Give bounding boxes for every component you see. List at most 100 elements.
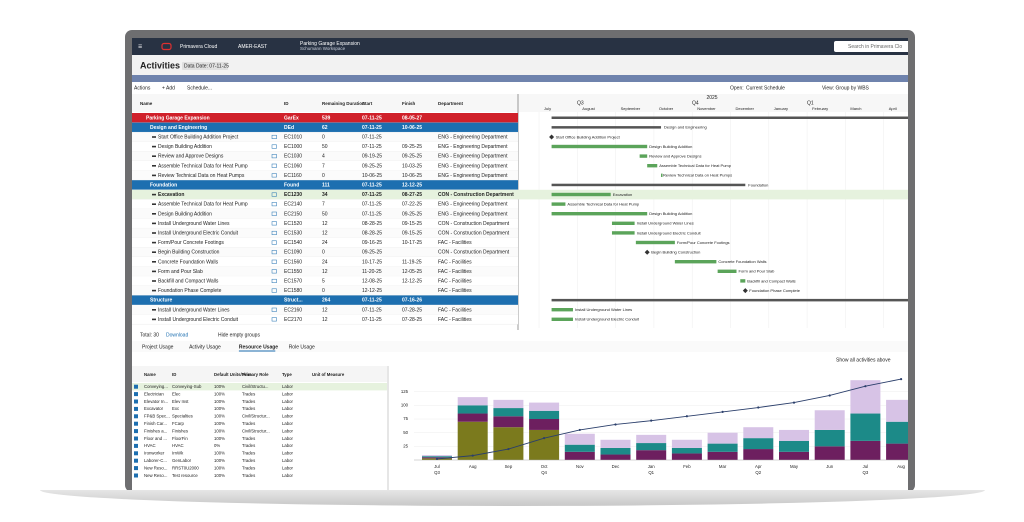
gantt-bar[interactable] xyxy=(551,192,611,197)
table-row[interactable] xyxy=(132,180,518,190)
gantt-bar[interactable] xyxy=(717,269,737,273)
view-select[interactable]: View: Group by WBS xyxy=(822,85,870,91)
gantt-bar[interactable] xyxy=(551,212,648,216)
checkbox[interactable] xyxy=(134,384,138,389)
comment-icon[interactable] xyxy=(271,230,277,235)
table-row[interactable] xyxy=(132,295,518,305)
checkbox[interactable] xyxy=(134,392,138,397)
comment-icon[interactable] xyxy=(271,192,277,197)
comment-icon[interactable] xyxy=(271,163,277,168)
project-name[interactable]: Parking Garage Expansion xyxy=(300,41,360,47)
open-value[interactable]: Current Schedule xyxy=(746,85,785,91)
comment-icon[interactable] xyxy=(271,317,277,322)
table-row[interactable] xyxy=(132,247,518,257)
checkbox[interactable] xyxy=(134,414,138,419)
comment-icon[interactable] xyxy=(271,278,277,283)
resource-column-header[interactable]: Primary Role xyxy=(242,372,269,377)
gantt-bar[interactable] xyxy=(551,202,566,206)
comment-icon[interactable] xyxy=(271,250,277,255)
table-row[interactable] xyxy=(132,141,518,152)
table-row[interactable] xyxy=(132,161,518,171)
gantt-bar[interactable] xyxy=(639,154,648,158)
resource-column-header[interactable]: Type xyxy=(282,372,292,377)
gantt-bar[interactable] xyxy=(647,164,658,168)
checkbox[interactable] xyxy=(134,429,138,434)
menu-icon[interactable]: ≡ xyxy=(138,43,142,50)
table-row[interactable] xyxy=(132,122,518,133)
comment-icon[interactable] xyxy=(271,307,277,312)
gantt-bar[interactable] xyxy=(661,173,663,177)
table-row[interactable] xyxy=(132,305,518,315)
checkbox[interactable] xyxy=(134,451,138,456)
column-header[interactable]: Start xyxy=(362,101,373,106)
gantt-bar[interactable] xyxy=(611,221,635,225)
gantt-bar[interactable] xyxy=(635,240,675,245)
column-header[interactable]: Name xyxy=(140,101,153,106)
checkbox[interactable] xyxy=(134,421,138,426)
table-row[interactable] xyxy=(132,189,518,200)
comment-icon[interactable] xyxy=(271,202,277,207)
checkbox[interactable] xyxy=(134,436,138,441)
table-row[interactable] xyxy=(132,276,518,286)
show-all-link[interactable]: Show all activities above xyxy=(836,357,891,363)
comment-icon[interactable] xyxy=(271,173,277,178)
comment-icon[interactable] xyxy=(271,144,277,149)
table-row[interactable] xyxy=(132,237,518,248)
gantt-month: April xyxy=(889,106,897,111)
gantt-bar[interactable] xyxy=(674,260,717,264)
download-link[interactable]: Download xyxy=(166,332,188,338)
column-header[interactable]: Finish xyxy=(402,101,416,106)
table-row[interactable] xyxy=(132,132,518,142)
checkbox[interactable] xyxy=(134,466,138,471)
checkbox[interactable] xyxy=(134,399,138,404)
table-cell: 10-17-25 xyxy=(362,259,382,265)
gantt-bar[interactable] xyxy=(551,308,573,312)
comment-icon[interactable] xyxy=(271,259,277,264)
checkbox[interactable] xyxy=(134,458,138,463)
table-row[interactable] xyxy=(132,170,518,181)
table-row[interactable] xyxy=(132,314,518,325)
table-row[interactable] xyxy=(132,218,518,229)
comment-icon[interactable] xyxy=(271,269,277,274)
checkbox[interactable] xyxy=(134,443,138,448)
comment-icon[interactable] xyxy=(271,288,277,293)
gantt-bar[interactable] xyxy=(551,317,573,321)
brand[interactable]: Primavera Cloud xyxy=(180,44,217,50)
table-row[interactable] xyxy=(132,228,518,238)
checkbox[interactable] xyxy=(134,473,138,478)
checkbox[interactable] xyxy=(134,406,138,411)
column-header[interactable]: Remaining Duration xyxy=(322,101,365,106)
tab[interactable]: Project Usage xyxy=(142,344,174,350)
table-row[interactable] xyxy=(132,257,518,267)
gantt-bar[interactable] xyxy=(551,144,648,149)
resource-column-header[interactable]: Default Units/Time xyxy=(214,372,252,377)
table-row[interactable] xyxy=(132,285,518,296)
resource-column-header[interactable]: Name xyxy=(144,372,156,377)
actions-menu[interactable]: Actions xyxy=(134,85,151,91)
schedule-button[interactable]: Schedule... xyxy=(187,85,212,91)
tab[interactable]: Activity Usage xyxy=(189,344,221,350)
comment-icon[interactable] xyxy=(271,240,277,245)
search-box[interactable] xyxy=(834,41,908,52)
tab[interactable]: Role Usage xyxy=(289,344,315,350)
region[interactable]: AMER-EAST xyxy=(238,44,267,50)
gantt-bar[interactable] xyxy=(611,231,635,235)
table-row[interactable] xyxy=(132,113,518,123)
table-row[interactable] xyxy=(132,199,518,209)
comment-icon[interactable] xyxy=(271,211,277,216)
table-row[interactable] xyxy=(132,209,518,219)
add-button[interactable]: + Add xyxy=(162,85,175,91)
comment-icon[interactable] xyxy=(271,221,277,226)
hide-empty-toggle[interactable]: Hide empty groups xyxy=(218,332,260,338)
column-header[interactable]: ID xyxy=(284,101,289,106)
tab[interactable]: Resource Usage xyxy=(239,344,278,350)
table-row[interactable] xyxy=(132,266,518,277)
comment-icon[interactable] xyxy=(271,134,277,139)
comment-icon[interactable] xyxy=(271,154,277,159)
gantt-bar[interactable] xyxy=(740,279,746,283)
table-row[interactable] xyxy=(132,151,518,161)
resource-column-header[interactable]: Unit of Measure xyxy=(312,372,345,377)
resource-cell: Labor xyxy=(282,421,294,426)
resource-column-header[interactable]: ID xyxy=(172,372,176,377)
column-header[interactable]: Department xyxy=(438,101,464,106)
